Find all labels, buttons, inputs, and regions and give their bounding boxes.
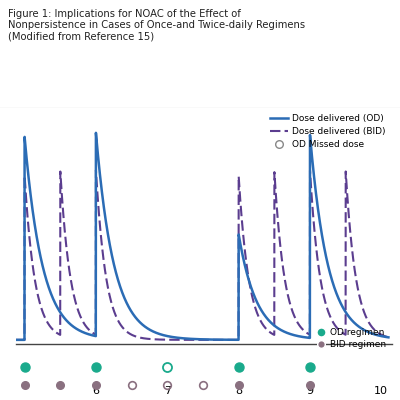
Text: Figure 1: Implications for NOAC of the Effect of
Nonpersistence in Cases of Once: Figure 1: Implications for NOAC of the E…: [8, 9, 305, 42]
Legend: OD regimen, BID regimen: OD regimen, BID regimen: [314, 326, 388, 351]
